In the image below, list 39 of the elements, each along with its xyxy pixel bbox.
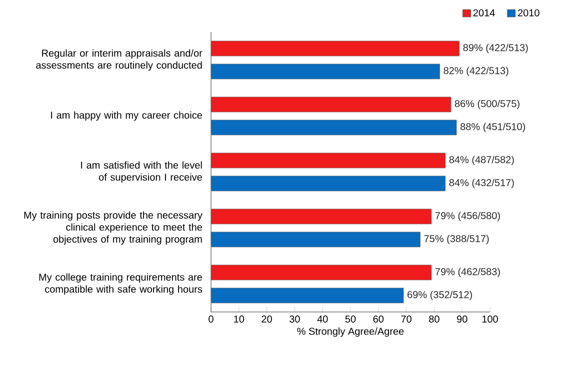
y-tick-label: My college training requirements are compatible with safe working hours bbox=[39, 273, 202, 295]
x-tick-label: 80 bbox=[429, 316, 440, 323]
data-label: 84% (487/582) bbox=[449, 156, 514, 166]
bar bbox=[211, 232, 420, 248]
data-label: 88% (451/510) bbox=[460, 122, 526, 132]
bar bbox=[211, 40, 460, 56]
data-label: 75% (388/517) bbox=[424, 234, 489, 244]
y-tick-label: I am happy with my career choice bbox=[51, 111, 202, 121]
legend-label: 2014 bbox=[473, 9, 495, 16]
bar bbox=[211, 152, 446, 168]
bar bbox=[211, 288, 404, 304]
y-tick-label: Regular or interim appraisals and/or assessments are routinely conducted bbox=[36, 49, 202, 71]
x-tick-label: 50 bbox=[345, 316, 356, 323]
data-label: 82% (422/513) bbox=[444, 66, 508, 76]
legend-label: 2010 bbox=[518, 9, 540, 16]
bar bbox=[211, 64, 440, 80]
bar bbox=[211, 176, 446, 192]
x-tick-label: 0 bbox=[208, 316, 214, 323]
y-tick-label: I am satisfied with the level of supervision I receive bbox=[81, 161, 202, 183]
x-tick-label: 90 bbox=[457, 316, 468, 323]
x-axis-title: % Strongly Agree/Agree bbox=[297, 327, 404, 337]
x-tick-label: 20 bbox=[262, 316, 272, 323]
x-tick-label: 30 bbox=[290, 316, 300, 323]
data-label: 79% (456/580) bbox=[435, 212, 500, 222]
x-tick-label: 60 bbox=[373, 316, 384, 323]
bar bbox=[211, 264, 432, 280]
data-label: 69% (352/512) bbox=[408, 290, 472, 300]
y-tick-label: My training posts provide the necessary clinical experience to meet the objectives of my training program bbox=[24, 211, 202, 245]
x-tick-label: 70 bbox=[401, 316, 412, 323]
x-tick-label: 100 bbox=[482, 316, 498, 323]
data-label: 86% (500/575) bbox=[454, 100, 520, 110]
x-tick-label: 10 bbox=[234, 316, 244, 323]
data-label: 84% (432/517) bbox=[449, 178, 514, 188]
x-tick-label: 40 bbox=[317, 316, 328, 323]
bar bbox=[211, 96, 452, 112]
data-label: 79% (462/583) bbox=[435, 268, 500, 278]
data-label: 89% (422/513) bbox=[463, 44, 528, 54]
bar bbox=[211, 120, 457, 136]
bar bbox=[211, 208, 432, 224]
